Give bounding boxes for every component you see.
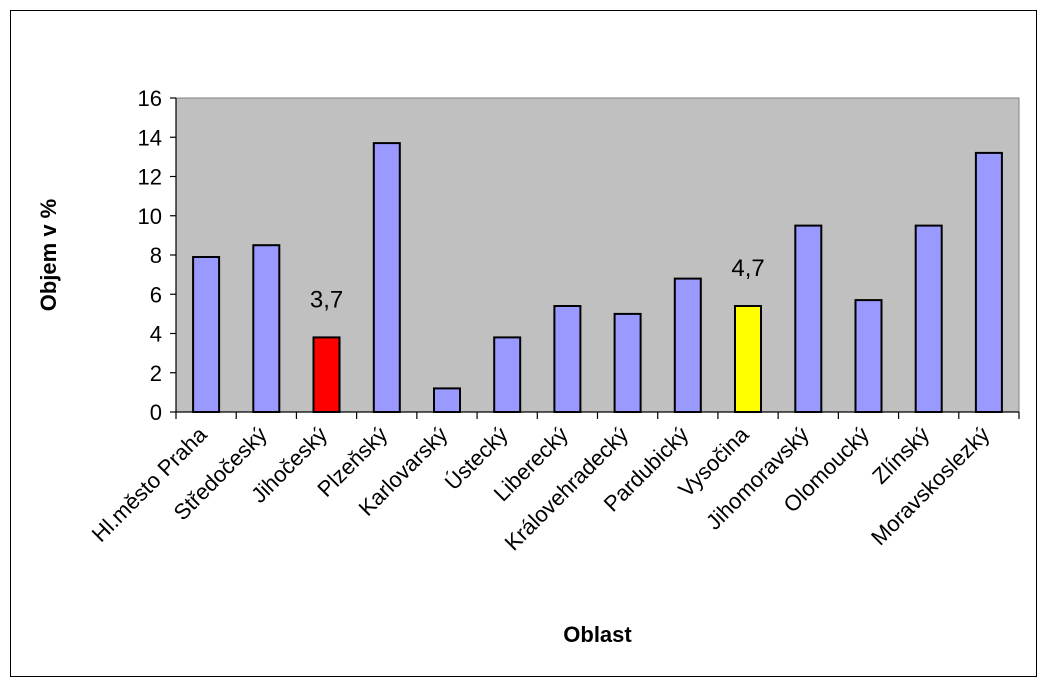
- y-tick-label: 14: [138, 125, 162, 150]
- bar-7: [613, 312, 642, 413]
- y-tick-label: 0: [150, 400, 162, 425]
- bar-2: [312, 336, 341, 413]
- bar-8: [673, 277, 702, 413]
- y-tick-label: 10: [138, 204, 162, 229]
- y-tick-label: 8: [150, 243, 162, 268]
- plot-area: [175, 97, 1020, 413]
- y-axis-title: Objem v %: [36, 199, 61, 311]
- bar-12: [914, 224, 943, 413]
- y-tick-label: 16: [138, 86, 162, 111]
- y-tick-label: 4: [150, 322, 162, 347]
- data-label: 3,7: [310, 286, 343, 313]
- y-tick-label: 6: [150, 282, 162, 307]
- y-tick-label: 2: [150, 361, 162, 386]
- bar-4: [433, 387, 461, 413]
- bar-5: [493, 336, 522, 413]
- data-label: 4,7: [731, 255, 764, 282]
- y-tick-label: 12: [138, 165, 162, 190]
- x-axis-title: Oblast: [563, 622, 632, 647]
- bar-10: [794, 224, 823, 413]
- bar-9: [734, 305, 762, 413]
- bar-1: [252, 244, 281, 413]
- bar-3: [372, 142, 401, 413]
- bar-0: [192, 256, 221, 413]
- bar-13: [974, 151, 1003, 413]
- bar-11: [854, 299, 883, 414]
- bar-6: [553, 305, 582, 413]
